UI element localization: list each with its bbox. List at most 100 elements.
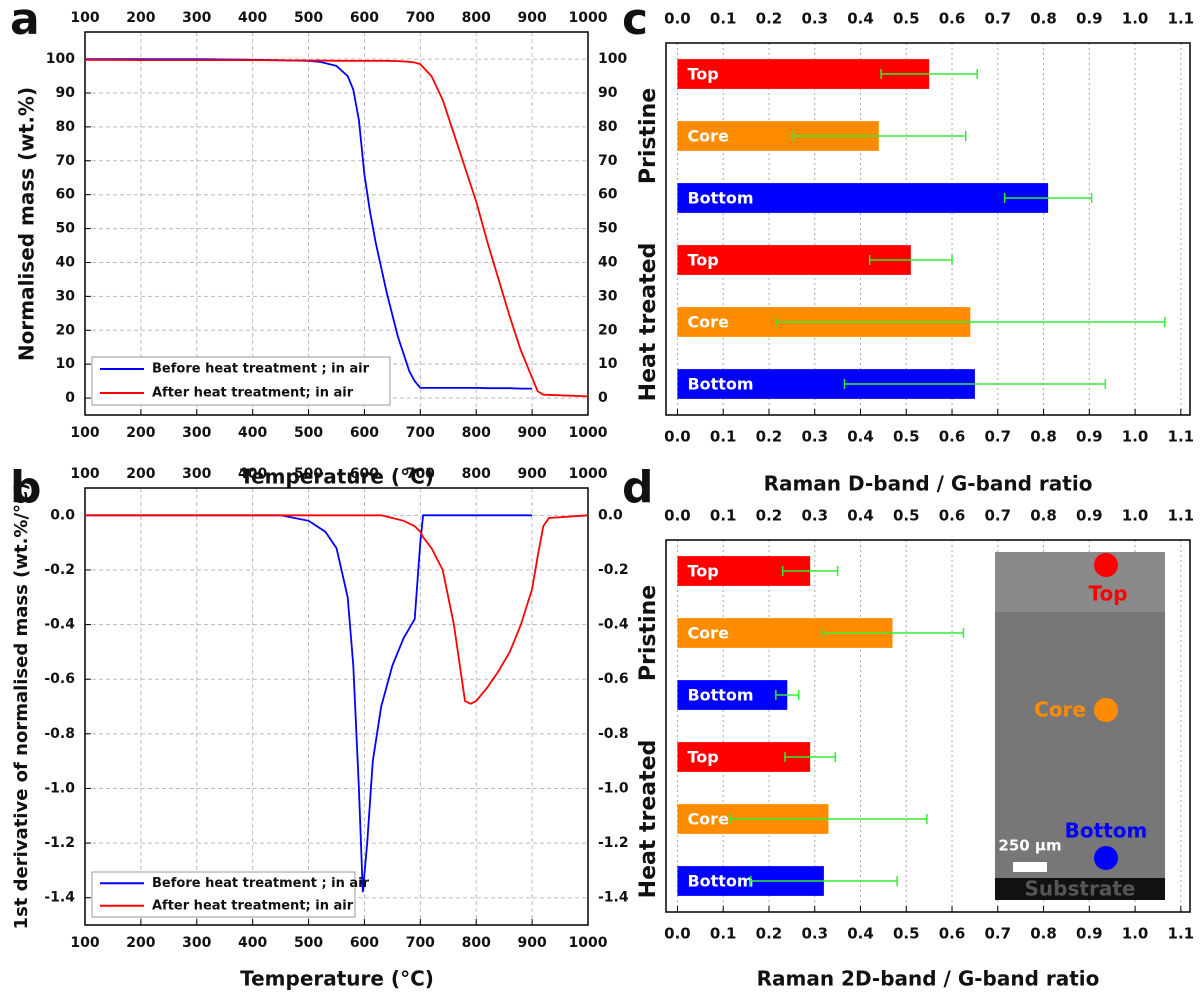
x-tick-label: 200 (126, 935, 155, 951)
y-tick-label-right: 50 (598, 221, 618, 237)
x-tick-label: 300 (182, 425, 211, 441)
x-tick-label: 0.2 (756, 428, 783, 446)
panel-label: c (622, 0, 648, 45)
group-label: Pristine (636, 88, 661, 184)
x-tick-label-top: 800 (462, 466, 491, 482)
marker (1094, 698, 1118, 722)
x-tick-label-top: 0.7 (985, 507, 1012, 525)
x-tick-label: 0.8 (1030, 925, 1057, 943)
x-tick-label: 0.5 (893, 428, 920, 446)
x-tick-label-top: 900 (517, 466, 546, 482)
legend-label: After heat treatment; in air (152, 386, 354, 401)
x-tick-label: 1000 (569, 935, 608, 951)
y-tick-label-right: 90 (598, 85, 618, 101)
legend-label: Before heat treatment ; in air (152, 362, 370, 377)
x-tick-label: 0.6 (939, 925, 966, 943)
x-tick-label: 0.0 (664, 925, 691, 943)
y-tick-label: 80 (56, 119, 76, 135)
x-tick-label-top: 0.0 (664, 10, 691, 28)
panel-label: b (10, 462, 42, 513)
x-tick-label: 1.0 (1122, 428, 1149, 446)
substrate-label: Substrate (1025, 877, 1136, 901)
scale-bar (1013, 862, 1047, 872)
x-tick-label-top: 1.1 (1168, 507, 1195, 525)
y-tick-label-right: 0 (598, 390, 608, 406)
bar-label: Core (687, 313, 729, 332)
y-tick-label: 20 (56, 322, 76, 338)
x-tick-label: 200 (126, 425, 155, 441)
x-tick-label: 0.3 (801, 925, 828, 943)
x-tick-label-top: 0.2 (756, 507, 783, 525)
x-tick-label: 1000 (569, 425, 608, 441)
x-tick-label-top: 600 (350, 466, 379, 482)
x-tick-label-top: 0.8 (1030, 10, 1057, 28)
sem-inset: Top Core Bottom 250 µm Substrate (995, 552, 1165, 901)
x-tick-label-top: 0.3 (801, 507, 828, 525)
y-tick-label-right: 80 (598, 119, 618, 135)
y-tick-label: -1.0 (44, 780, 75, 796)
x-tick-label-top: 1000 (569, 466, 608, 482)
bar-label: Core (687, 624, 729, 643)
x-tick-label: 0.1 (710, 428, 737, 446)
x-tick-label-top: 100 (70, 466, 99, 482)
x-tick-label-top: 0.6 (939, 507, 966, 525)
y-tick-label: 100 (46, 51, 75, 67)
x-tick-label-top: 0.1 (710, 507, 737, 525)
bar-label: Bottom (687, 872, 753, 891)
sem-image-top (995, 552, 1165, 612)
group-label: Pristine (636, 585, 661, 681)
y-tick-label: 50 (56, 221, 76, 237)
x-axis-title: Temperature (°C) (240, 967, 434, 991)
x-tick-label-top: 1.0 (1122, 507, 1149, 525)
y-tick-label-right: -1.4 (598, 890, 629, 906)
y-axis-title: 1st derivative of normalised mass (wt.%/… (11, 483, 32, 930)
x-tick-label: 900 (517, 935, 546, 951)
x-tick-label: 700 (406, 935, 435, 951)
x-tick-label: 0.4 (847, 925, 874, 943)
bar-label: Bottom (687, 189, 753, 208)
x-tick-label: 800 (462, 425, 491, 441)
x-tick-label-top: 0.3 (801, 10, 828, 28)
x-tick-label-top: 300 (182, 466, 211, 482)
x-tick-label: 400 (238, 935, 267, 951)
x-tick-label-top: 0.5 (893, 10, 920, 28)
x-tick-label: 900 (517, 425, 546, 441)
y-tick-label-right: 10 (598, 356, 618, 372)
y-tick-label: 40 (56, 254, 76, 270)
x-tick-label: 0.3 (801, 428, 828, 446)
y-tick-label-right: 60 (598, 187, 618, 203)
panel-label: d (622, 462, 654, 513)
bar-label: Top (687, 251, 718, 270)
x-tick-label-top: 500 (294, 466, 323, 482)
y-tick-label-right: -1.0 (598, 780, 629, 796)
y-tick-label: -1.2 (44, 835, 75, 851)
x-tick-label-top: 0.9 (1076, 507, 1103, 525)
bar-label: Bottom (687, 686, 753, 705)
line-series (84, 58, 589, 398)
bar-label: Bottom (687, 375, 753, 394)
x-tick-label-top: 700 (406, 466, 435, 482)
legend-box (91, 356, 391, 406)
x-axis-title: Raman D-band / G-band ratio (764, 472, 1093, 496)
x-tick-label-top: 0.0 (664, 507, 691, 525)
y-tick-label-right: -0.8 (598, 726, 629, 742)
line-series (85, 514, 533, 893)
y-tick-label-right: -0.4 (598, 617, 629, 633)
panel-label: a (10, 0, 40, 45)
plot-frame (665, 539, 1191, 913)
y-tick-label: -0.2 (44, 562, 75, 578)
bar-label: Core (687, 127, 729, 146)
x-tick-label: 1.0 (1122, 925, 1149, 943)
x-tick-label: 0.5 (893, 925, 920, 943)
x-tick-label-top: 600 (350, 10, 379, 26)
x-tick-label-top: 400 (238, 466, 267, 482)
y-tick-label: 30 (56, 288, 76, 304)
x-tick-label: 0.1 (710, 925, 737, 943)
x-tick-label-top: 800 (462, 10, 491, 26)
x-tick-label-top: 0.1 (710, 10, 737, 28)
x-tick-label: 100 (70, 425, 99, 441)
legend-box (91, 871, 356, 918)
line-series (85, 514, 589, 705)
x-tick-label: 0.7 (985, 925, 1012, 943)
legend-label: After heat treatment; in air (152, 898, 354, 913)
